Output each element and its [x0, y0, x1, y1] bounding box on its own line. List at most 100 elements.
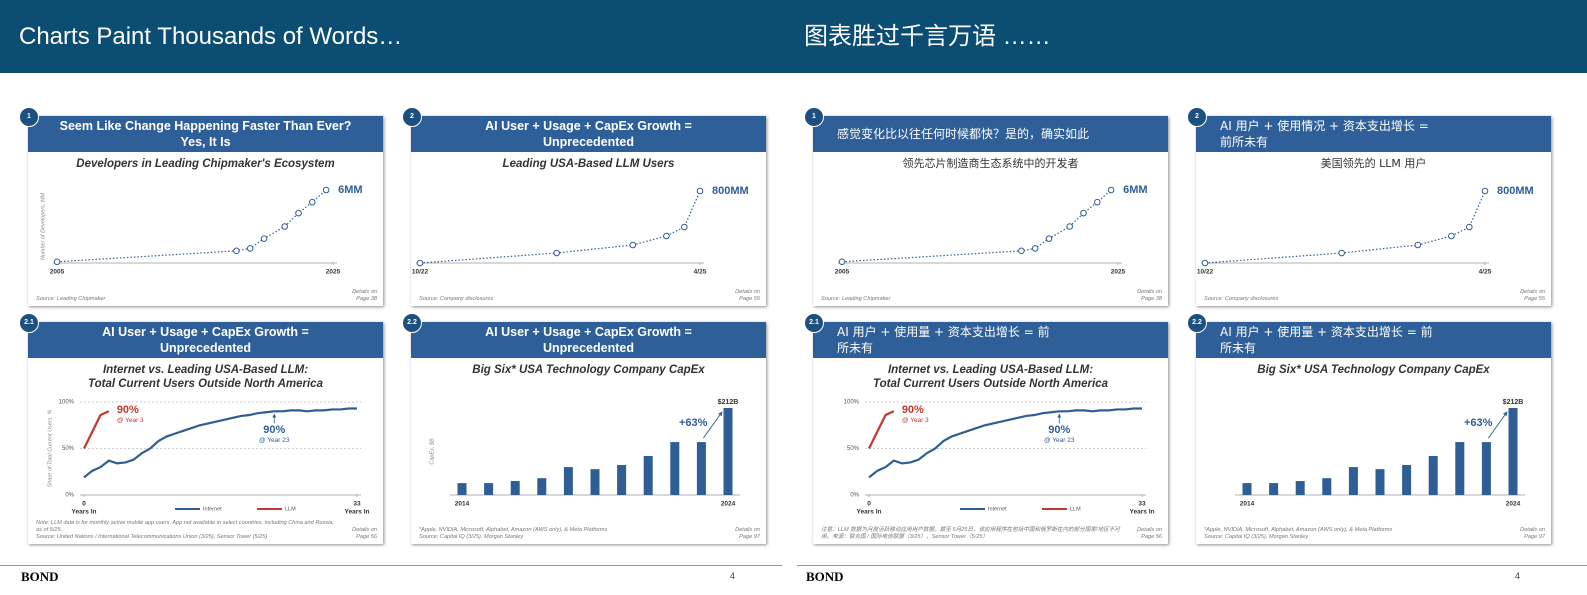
chart: Share of Total Current Users, % 0% 50% 100%… — [47, 400, 369, 516]
y-tick-label: 0% — [850, 493, 859, 499]
x-tick-label: 4/25 — [694, 269, 707, 276]
data-point — [416, 259, 424, 267]
growth-arrow — [703, 411, 723, 439]
details-note: Details on Page 56 — [1137, 527, 1162, 540]
details-note: Details on Page 38 — [1137, 289, 1162, 302]
x-tick-label: 33 — [1138, 501, 1146, 508]
x-axis-title: Years In — [1130, 509, 1155, 516]
data-point — [663, 232, 670, 240]
data-point — [838, 258, 846, 266]
bar — [1295, 481, 1305, 495]
data-point — [1094, 198, 1101, 206]
data-point — [53, 258, 61, 266]
source-text: Source: Capital IQ (3/25), Morgan Stanle… — [1204, 534, 1309, 540]
data-point — [1107, 186, 1115, 194]
data-point — [629, 241, 637, 249]
bar — [617, 465, 627, 495]
badge: 2.2 — [1187, 313, 1207, 333]
data-point — [1466, 223, 1473, 231]
slide-title: 图表胜过千言万语 …… — [804, 23, 1051, 50]
y-tick-label: 100% — [844, 400, 860, 406]
growth-label: +63% — [1464, 417, 1493, 429]
data-point — [246, 245, 254, 252]
panel: 2005 2025 6MM 感觉变化比以往任何时候都快？是的，确实如此 1 领先芯片制造商… — [804, 107, 1168, 306]
data-point — [1414, 241, 1422, 249]
x-tick-label: 4/25 — [1479, 269, 1492, 276]
source-text: *Apple, NVIDIA, Microsoft, Alphabet, Ama… — [419, 527, 608, 533]
brand: BOND — [806, 569, 844, 584]
data-point — [322, 186, 330, 194]
data-point — [295, 209, 302, 217]
panel-header: AI User + Usage + CapEx Growth = Unprece… — [411, 116, 766, 152]
source-block: Source: Company disclosures — [1204, 296, 1504, 303]
x-tick-label: 2025 — [1111, 269, 1126, 276]
data-point — [309, 198, 316, 206]
panel-subtitle: 美国领先的 LLM 用户 — [1320, 157, 1427, 170]
callout-label: 90% — [1048, 424, 1070, 436]
details-note: Details on Page 55 — [1520, 289, 1545, 302]
value-label: 800MM — [1497, 185, 1534, 197]
panel: 0% 50% 100% 0 Years In 33 Years In 90% @ Year 23… — [804, 313, 1168, 544]
details-note: Details on Page 97 — [1520, 527, 1545, 540]
panel: Number of Developers, MM 2005 2025 6MM Seem … — [19, 107, 383, 306]
y-tick-label: 50% — [847, 446, 860, 452]
panel-subtitle: 领先芯片制造商生态系统中的开发者 — [902, 157, 1079, 170]
badge: 2.1 — [19, 313, 39, 333]
details-note: Details on Page 55 — [735, 289, 760, 302]
x-tick-label: 10/22 — [412, 269, 429, 276]
page-number: 4 — [730, 571, 736, 581]
chart: CapEx, $B 2014 2024 $212B +63% — [429, 399, 740, 508]
legend-label: LLM — [1070, 506, 1081, 512]
panel-subtitle: Internet vs. Leading USA-Based LLM: Tota… — [873, 364, 1108, 390]
details-note: Details on Page 97 — [735, 527, 760, 540]
callout-label: 90% — [263, 424, 285, 436]
chart: Number of Developers, MM 2005 2025 6MM — [40, 184, 362, 276]
data-point — [1481, 187, 1489, 195]
chart: 2005 2025 6MM — [835, 184, 1148, 276]
data-point — [1448, 232, 1455, 240]
data-point — [1018, 247, 1025, 255]
bar — [1455, 442, 1465, 495]
x-tick-label: 33 — [353, 501, 361, 508]
y-tick-label: 100% — [59, 400, 75, 406]
y-axis-title: Number of Developers, MM — [40, 192, 46, 260]
data-point — [1066, 223, 1074, 230]
chart: 10/22 4/25 800MM — [1197, 185, 1534, 276]
x-tick-label: 2014 — [1240, 501, 1255, 508]
page-number: 4 — [1515, 571, 1521, 581]
x-tick-label: 2024 — [1506, 501, 1521, 508]
slide-title: Charts Paint Thousands of Words… — [19, 23, 403, 50]
panel: Share of Total Current Users, % 0% 50% 100%… — [19, 313, 383, 544]
bar — [1481, 442, 1491, 495]
chart: 2014 2024 $212B +63% — [1235, 399, 1525, 508]
bar — [1269, 483, 1279, 495]
panel-subtitle: Leading USA-Based LLM Users — [502, 158, 675, 170]
data-point — [1080, 209, 1087, 217]
footer-rule — [0, 565, 782, 566]
panel-subtitle: Big Six* USA Technology Company CapEx — [472, 364, 705, 376]
x-tick-label: 2024 — [721, 501, 736, 508]
bar — [1322, 478, 1332, 495]
source-block: Source: Company disclosures — [419, 296, 719, 303]
x-axis-title: Years In — [857, 509, 882, 516]
bar — [1428, 456, 1438, 495]
panel-subtitle: Developers in Leading Chipmaker's Ecosys… — [76, 158, 335, 170]
bar — [484, 483, 494, 495]
badge: 2.2 — [402, 313, 422, 333]
series-line — [868, 410, 895, 449]
brand: BOND — [21, 569, 59, 584]
source-text: Source: Company disclosures — [419, 296, 494, 302]
source-text: 注意：LLM 数据为月度活跃移动应用用户数据。截至 5月25日，该应用程序在包括… — [821, 527, 1120, 540]
data-point — [281, 223, 289, 230]
data-point — [1031, 245, 1039, 252]
callout-note: @ Year 3 — [117, 417, 144, 424]
panel-header: AI 用户 + 使用量 + 资本支出增长 = 前 所未有 — [1196, 322, 1551, 358]
panel-header: Seem Like Change Happening Faster Than E… — [28, 116, 383, 152]
data-point — [696, 187, 704, 195]
callout-note: @ Year 23 — [259, 437, 290, 444]
data-point — [553, 249, 560, 257]
badge: 2 — [402, 107, 422, 127]
data-point — [1201, 259, 1209, 267]
